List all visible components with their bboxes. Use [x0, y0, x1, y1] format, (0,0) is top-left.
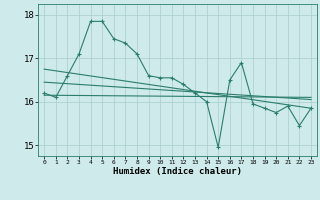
- X-axis label: Humidex (Indice chaleur): Humidex (Indice chaleur): [113, 167, 242, 176]
